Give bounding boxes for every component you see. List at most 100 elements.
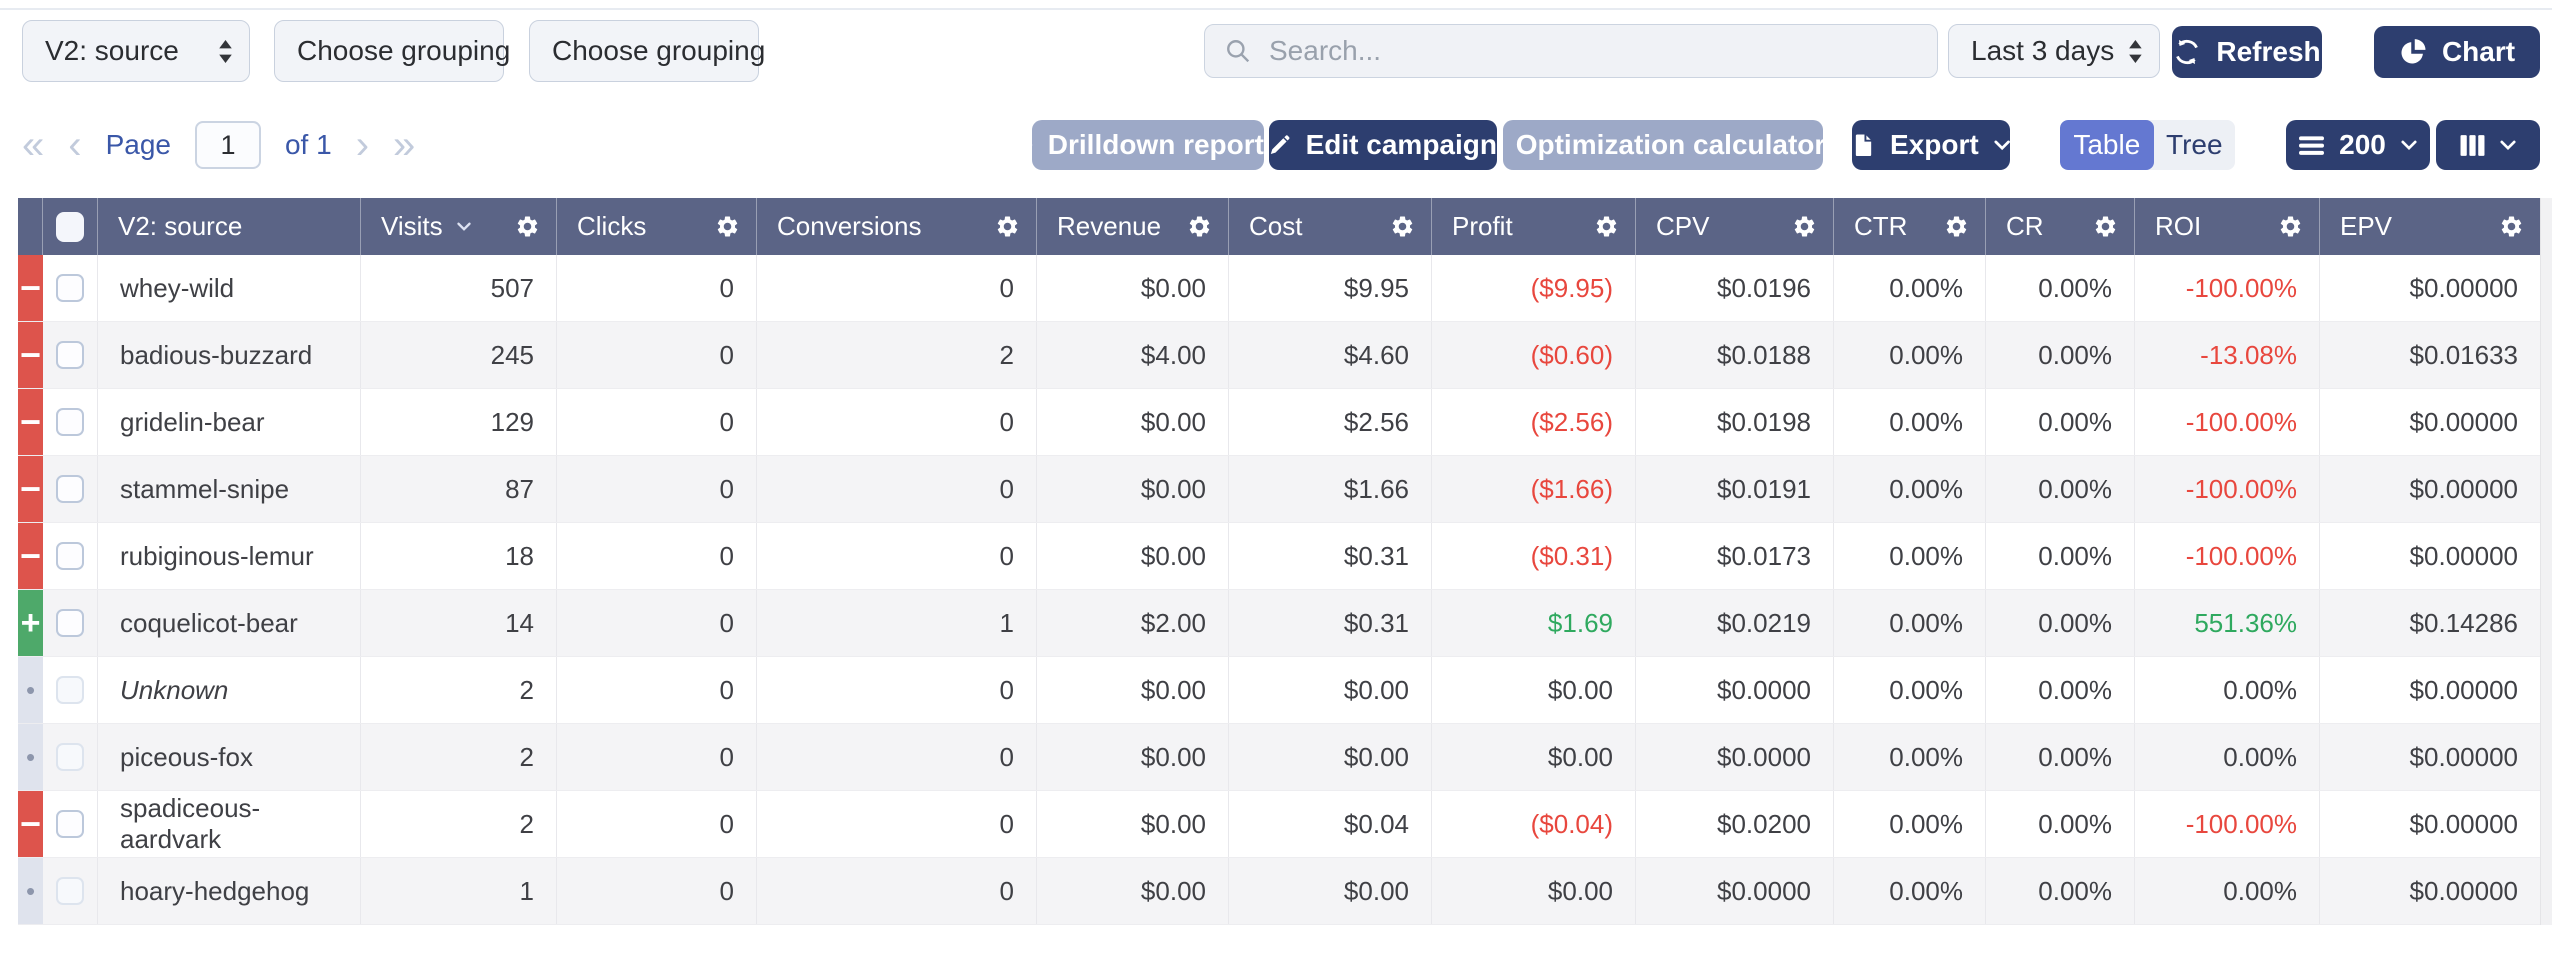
chart-button[interactable]: Chart (2374, 26, 2540, 78)
cell-revenue: $0.00 (1037, 858, 1229, 924)
cell-revenue: $0.00 (1037, 657, 1229, 723)
cell-visits: 18 (361, 523, 557, 589)
cell-cr: 0.00% (1986, 255, 2135, 321)
header-clicks[interactable]: Clicks (557, 198, 757, 255)
column-gear-icon[interactable] (2093, 214, 2118, 239)
date-range-select[interactable]: Last 3 days (1948, 24, 2160, 78)
column-gear-icon[interactable] (1792, 214, 1817, 239)
table-row[interactable]: − stammel-snipe 87 0 0 $0.00 $1.66 ($1.66) $0.01… (18, 456, 2540, 523)
table-row[interactable]: − gridelin-bear 129 0 0 $0.00 $2.56 ($2.56) $0.0… (18, 389, 2540, 456)
row-status-indicator: • (18, 657, 43, 723)
row-checkbox[interactable] (56, 676, 84, 704)
cell-conversions: 1 (757, 590, 1037, 656)
column-gear-icon[interactable] (2278, 214, 2303, 239)
chevron-down-icon (1994, 140, 2010, 151)
column-gear-icon[interactable] (715, 214, 740, 239)
column-gear-icon[interactable] (2499, 214, 2524, 239)
header-epv-label: EPV (2340, 211, 2393, 241)
cell-clicks: 0 (557, 255, 757, 321)
prev-page-icon[interactable]: ‹ (68, 123, 82, 167)
select-all-checkbox[interactable] (56, 211, 84, 242)
cell-source: whey-wild (98, 255, 361, 321)
report-type-select[interactable]: V2: source (22, 20, 250, 82)
table-row[interactable]: − rubiginous-lemur 18 0 0 $0.00 $0.31 ($0.31) $0… (18, 523, 2540, 590)
header-cpv[interactable]: CPV (1636, 198, 1834, 255)
column-gear-icon[interactable] (1944, 214, 1969, 239)
table-row[interactable]: − whey-wild 507 0 0 $0.00 $9.95 ($9.95) $0.0196 0… (18, 255, 2540, 322)
drilldown-report-button[interactable]: Drilldown report (1032, 120, 1264, 170)
optimization-calculator-button[interactable]: Optimization calculator (1503, 120, 1825, 170)
page-input[interactable] (194, 121, 261, 169)
columns-icon (2460, 133, 2485, 158)
table-row[interactable]: − spadiceous-aardvark 2 0 0 $0.00 $0.04 ($0.04)… (18, 791, 2540, 858)
edit-campaign-button[interactable]: Edit campaign (1269, 120, 1497, 170)
header-profit[interactable]: Profit (1432, 198, 1636, 255)
column-gear-icon[interactable] (515, 214, 540, 239)
row-checkbox[interactable] (56, 810, 84, 838)
row-checkbox[interactable] (56, 274, 84, 302)
cell-conversions: 2 (757, 322, 1037, 388)
next-page-icon[interactable]: › (355, 123, 370, 167)
header-roi[interactable]: ROI (2135, 198, 2320, 255)
table-row[interactable]: − badious-buzzard 245 0 2 $4.00 $4.60 ($0.60) $0… (18, 322, 2540, 389)
column-gear-icon[interactable] (1390, 214, 1415, 239)
row-status-indicator: − (18, 523, 43, 589)
view-toggle-table[interactable]: Table (2060, 120, 2154, 170)
row-checkbox[interactable] (56, 542, 84, 570)
cell-revenue: $0.00 (1037, 456, 1229, 522)
row-checkbox[interactable] (56, 743, 84, 771)
column-gear-icon[interactable] (1594, 214, 1619, 239)
cell-conversions: 0 (757, 456, 1037, 522)
row-status-indicator: − (18, 322, 43, 388)
cell-ctr: 0.00% (1834, 791, 1986, 857)
table-row[interactable]: • piceous-fox 2 0 0 $0.00 $0.00 $0.00 $0.0000 0.0… (18, 724, 2540, 791)
grouping-3-value: Choose grouping (552, 35, 766, 66)
header-indicator-cell (18, 198, 43, 255)
cell-roi: -100.00% (2135, 791, 2320, 857)
cell-roi: -100.00% (2135, 523, 2320, 589)
grouping-select-3[interactable]: Choose grouping (529, 20, 765, 82)
search-input[interactable] (1267, 34, 1917, 68)
columns-settings-button[interactable] (2436, 120, 2540, 170)
view-toggle-tree[interactable]: Tree (2166, 129, 2223, 160)
vertical-scrollbar[interactable] (2540, 198, 2552, 925)
page-top-divider (0, 8, 2552, 10)
cell-clicks: 0 (557, 590, 757, 656)
last-page-icon[interactable]: » (393, 123, 416, 167)
rows-per-page-button[interactable]: 200 (2286, 120, 2430, 170)
column-gear-icon[interactable] (995, 214, 1020, 239)
export-button[interactable]: Export (1852, 120, 2010, 170)
cell-revenue: $4.00 (1037, 322, 1229, 388)
table-row[interactable]: • Unknown 2 0 0 $0.00 $0.00 $0.00 $0.0000 0.00% 0.… (18, 657, 2540, 724)
header-checkbox-cell (43, 198, 98, 255)
header-cost[interactable]: Cost (1229, 198, 1432, 255)
row-checkbox[interactable] (56, 341, 84, 369)
first-page-icon[interactable]: « (22, 123, 45, 167)
cell-epv: $0.00000 (2409, 473, 2518, 504)
cell-cr: 0.00% (1986, 791, 2135, 857)
header-epv[interactable]: EPV (2320, 198, 2540, 255)
header-cr[interactable]: CR (1986, 198, 2135, 255)
header-revenue[interactable]: Revenue (1037, 198, 1229, 255)
cell-ctr: 0.00% (1834, 724, 1986, 790)
table-row[interactable]: + coquelicot-bear 14 0 1 $2.00 $0.31 $1.69 $0.02… (18, 590, 2540, 657)
cell-conversions: 0 (757, 791, 1037, 857)
chevron-down-icon (2500, 140, 2516, 151)
column-gear-icon[interactable] (1187, 214, 1212, 239)
grouping-select-2[interactable]: Choose grouping (274, 20, 510, 82)
header-visits[interactable]: Visits (361, 198, 557, 255)
row-status-indicator: • (18, 858, 43, 924)
row-status-indicator: + (18, 590, 43, 656)
row-checkbox-cell (43, 791, 98, 857)
row-checkbox[interactable] (56, 408, 84, 436)
row-checkbox[interactable] (56, 475, 84, 503)
header-conversions[interactable]: Conversions (757, 198, 1037, 255)
row-checkbox[interactable] (56, 609, 84, 637)
cell-revenue: $0.00 (1037, 255, 1229, 321)
header-source[interactable]: V2: source (98, 198, 361, 255)
row-checkbox[interactable] (56, 877, 84, 905)
table-row[interactable]: • hoary-hedgehog 1 0 0 $0.00 $0.00 $0.00 $0.0000… (18, 858, 2540, 925)
search-icon (1225, 38, 1251, 64)
refresh-button[interactable]: Refresh (2172, 26, 2322, 78)
header-ctr[interactable]: CTR (1834, 198, 1986, 255)
